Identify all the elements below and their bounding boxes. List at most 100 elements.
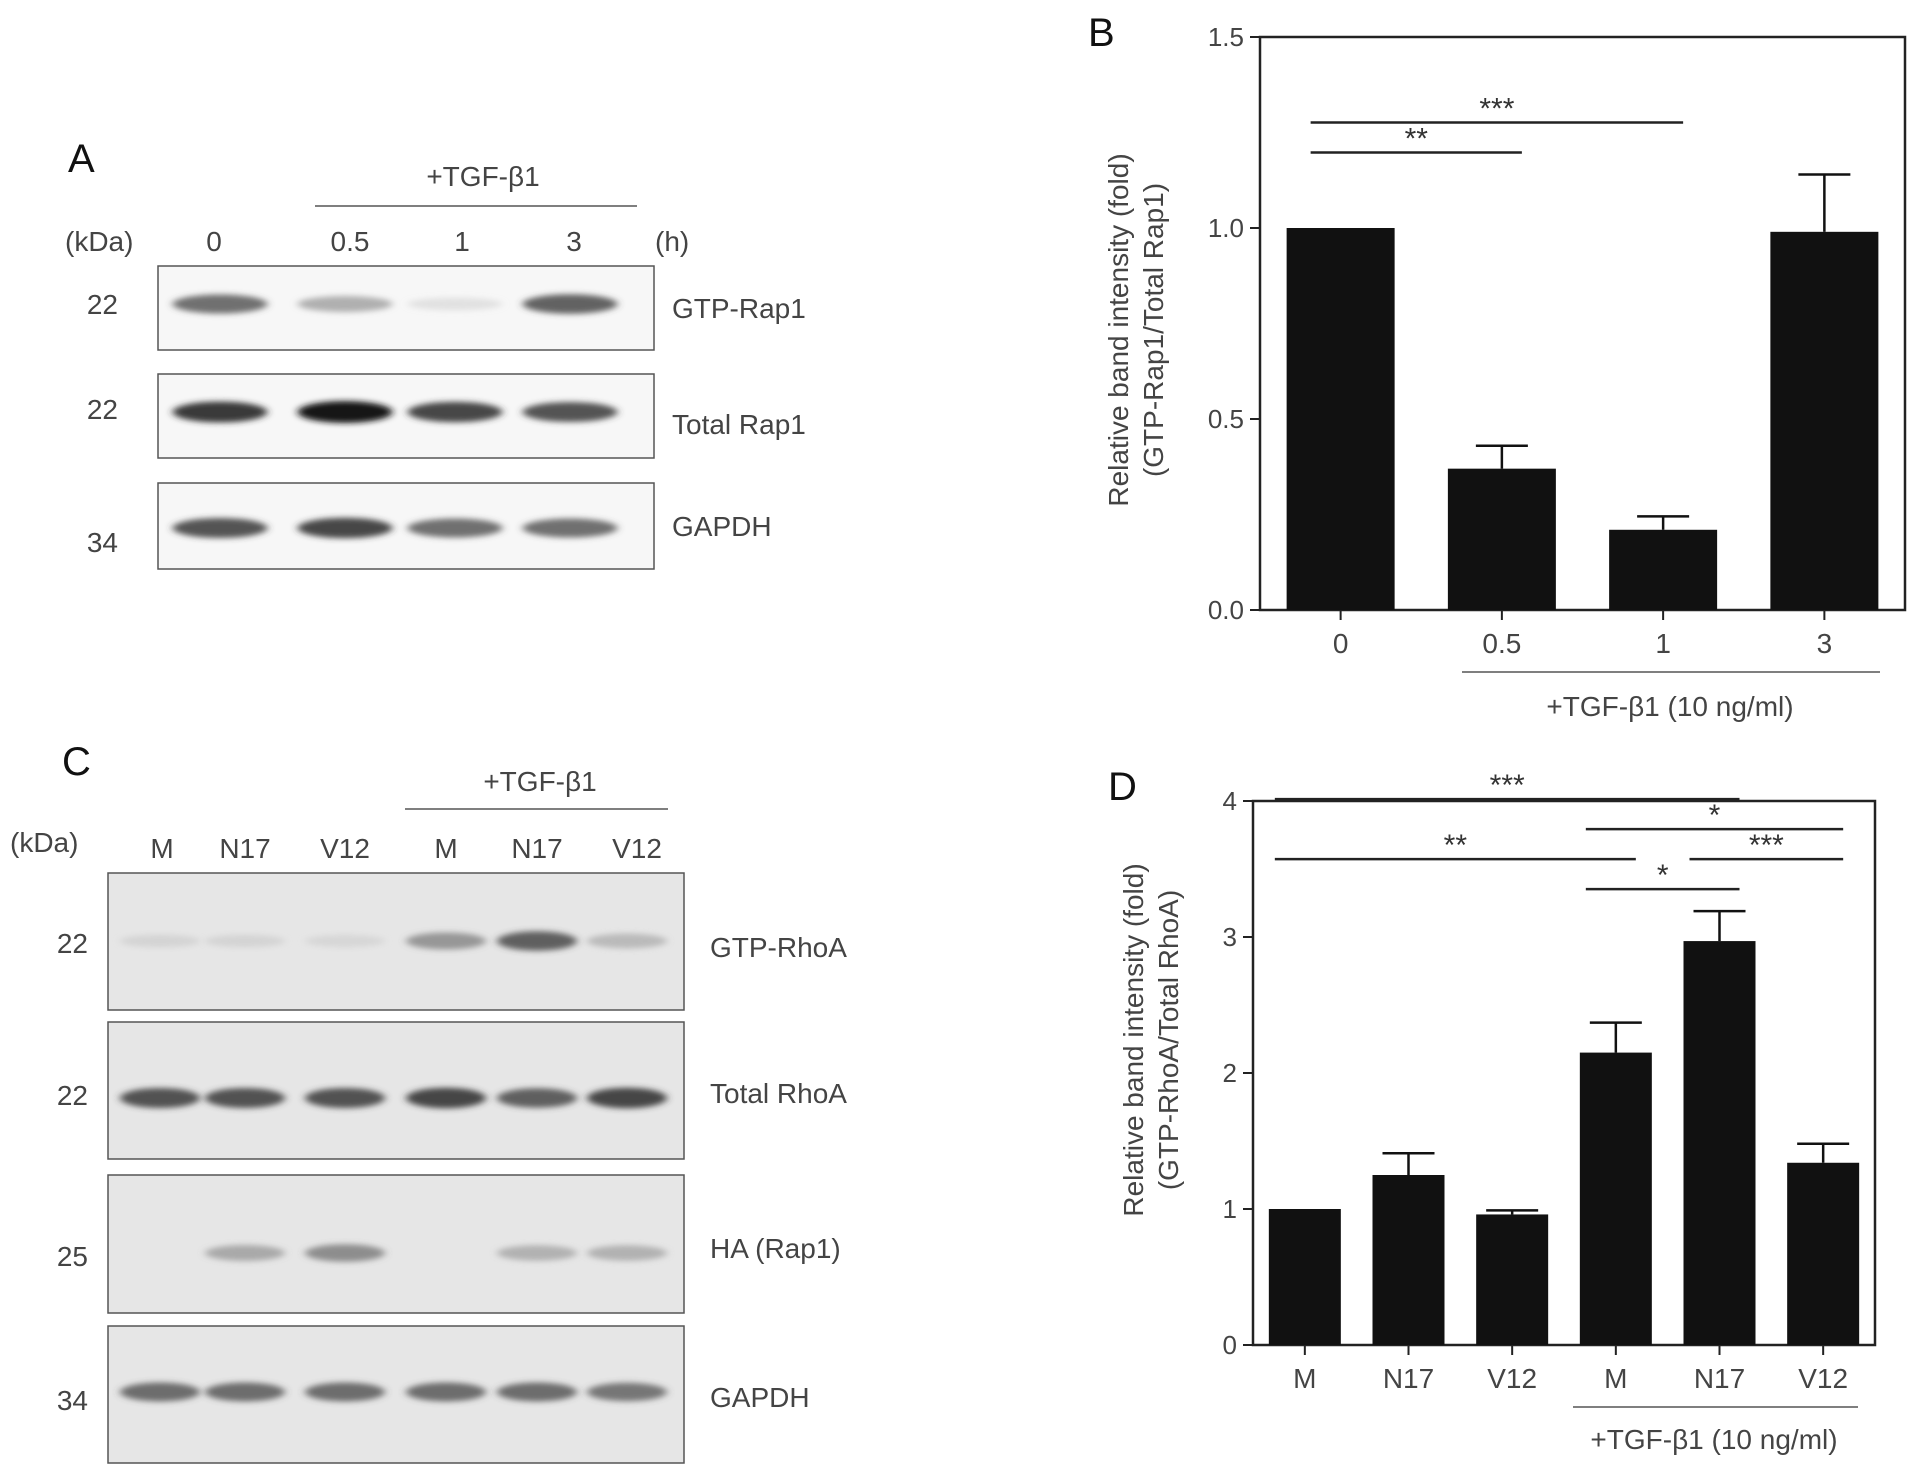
panel-b-bar-2: [1609, 529, 1718, 610]
panel-d-xtick-label-1: N17: [1383, 1363, 1434, 1394]
panel-a-band-1-3: [522, 402, 618, 422]
panel-d-ytick-label-2: 2: [1223, 1058, 1237, 1088]
panel-b-axes-frame: [1258, 35, 1907, 612]
panel-c-kda-1: 22: [57, 1080, 88, 1111]
panel-d-ytick-label-1: 1: [1223, 1194, 1237, 1224]
panel-a-blot-name-0: GTP-Rap1: [672, 293, 806, 324]
panel-a-band-0-3: [522, 294, 618, 314]
panel-d-bar-4: [1683, 941, 1756, 1345]
panel-a-unit-label: (h): [655, 226, 689, 257]
panel-d-bar-0: [1268, 1209, 1341, 1345]
panel-c-blot-name-0: GTP-RhoA: [710, 932, 847, 963]
panel-c-band-1-3: [406, 1087, 486, 1109]
panel-b-xtick-label-2: 1: [1655, 628, 1671, 659]
panel-b-group-label: +TGF-β1 (10 ng/ml): [1546, 691, 1793, 722]
panel-d-ytick-label-4: 4: [1223, 786, 1237, 816]
panel-c-band-1-1: [205, 1088, 285, 1108]
panel-c-band-1-0: [120, 1088, 200, 1108]
panel-a-band-0-0: [172, 294, 268, 314]
panel-a-lane-2: 1: [454, 226, 470, 257]
panel-d-ytick-label-3: 3: [1223, 922, 1237, 952]
panel-c-band-1-2: [305, 1088, 385, 1108]
panel-a-lane-1: 0.5: [331, 226, 370, 257]
panel-c-band-0-1: [205, 934, 285, 948]
panel-b-sig-label-1: ***: [1479, 93, 1514, 126]
panel-b-letter: B: [1088, 11, 1115, 55]
panel-c-band-3-1: [205, 1382, 285, 1402]
panel-b-bar-1: [1447, 468, 1556, 610]
panel-c-blot-1: [107, 1021, 685, 1160]
panel-a-band-2-2: [407, 518, 503, 538]
panel-d-ylabel-line2: (GTP-RhoA/Total RhoA): [1153, 890, 1184, 1190]
panel-c-lane-1: N17: [219, 833, 270, 864]
panel-a-kda-0: 22: [87, 289, 118, 320]
panel-a-band-0-1: [297, 296, 393, 312]
panel-c-band-0-0: [120, 934, 200, 948]
panel-a-treatment-label: +TGF-β1: [426, 161, 539, 192]
panel-a: A +TGF-β1 (kDa) (h) 0 0.5 1 3 22 22 34 G…: [65, 137, 806, 570]
panel-d-xtick-label-3: M: [1604, 1363, 1627, 1394]
panel-d-bar-2: [1476, 1214, 1549, 1345]
panel-a-lane-3: 3: [566, 226, 582, 257]
panel-d-ytick-label-0: 0: [1223, 1330, 1237, 1360]
panel-d-letter: D: [1108, 765, 1137, 809]
panel-c-blot-name-1: Total RhoA: [710, 1078, 847, 1109]
panel-d-xtick-label-4: N17: [1694, 1363, 1745, 1394]
panel-c-band-0-4: [497, 931, 577, 951]
panel-d-axes-frame: [1251, 799, 1877, 1347]
panel-c-band-2-2: [305, 1244, 385, 1262]
panel-b-bar-3: [1770, 231, 1879, 610]
panel-b-plot: 0.00.51.01.50 0.5 1 3*****: [1208, 22, 1907, 659]
panel-a-band-1-2: [407, 401, 503, 423]
panel-a-band-1-0: [172, 401, 268, 423]
panel-c-band-3-4: [497, 1382, 577, 1402]
panel-c-band-3-2: [305, 1382, 385, 1402]
panel-b-ylabel-line1: Relative band intensity (fold): [1103, 153, 1134, 506]
panel-b-ylabel-line2: (GTP-Rap1/Total Rap1): [1138, 183, 1169, 477]
panel-c-lane-0: M: [150, 833, 173, 864]
panel-c-band-0-5: [587, 933, 667, 949]
panel-c-band-3-3: [406, 1382, 486, 1402]
panel-c-blots: [107, 872, 685, 1464]
panel-c-blot-3: [107, 1325, 685, 1464]
panel-b-bar-0: [1286, 228, 1395, 610]
panel-d-bar-5: [1787, 1162, 1860, 1345]
panel-a-band-1-1: [297, 401, 393, 423]
panel-c-band-1-4: [497, 1088, 577, 1108]
panel-c-lane-4: N17: [511, 833, 562, 864]
panel-a-kda-2: 34: [87, 527, 118, 558]
panel-c-treatment-label: +TGF-β1: [483, 766, 596, 797]
panel-b-xtick-label-0: 0: [1333, 628, 1349, 659]
panel-c-band-2-4: [497, 1245, 577, 1261]
panel-c-band-1-5: [587, 1087, 667, 1109]
panel-a-letter: A: [68, 137, 95, 181]
panel-a-band-2-3: [522, 518, 618, 538]
panel-b-chart: B Relative band intensity (fold) (GTP-Ra…: [1088, 11, 1907, 722]
panel-c-band-0-2: [305, 934, 385, 948]
panel-b-xtick-label-1: 0.5: [1482, 628, 1521, 659]
panel-c-blot-name-2: HA (Rap1): [710, 1233, 841, 1264]
panel-d-sig-label-1: ***: [1490, 769, 1525, 802]
panel-b-ytick-label-1: 0.5: [1208, 404, 1244, 434]
panel-d-sig-label-3: ***: [1749, 829, 1784, 862]
panel-d-xtick-label-5: V12: [1798, 1363, 1848, 1394]
panel-c-band-0-3: [406, 932, 486, 950]
panel-c-band-3-0: [120, 1382, 200, 1402]
panel-a-blots: [157, 265, 655, 570]
panel-d-bar-1: [1372, 1175, 1445, 1345]
panel-c-kda-2: 25: [57, 1241, 88, 1272]
panel-c-blot-name-3: GAPDH: [710, 1382, 810, 1413]
panel-a-lane-0: 0: [206, 226, 222, 257]
panel-c-blot-2: [107, 1174, 685, 1314]
panel-c-lane-3: M: [434, 833, 457, 864]
panel-b-ytick-label-2: 1.0: [1208, 213, 1244, 243]
panel-a-band-2-1: [297, 517, 393, 539]
panel-c-lane-2: V12: [320, 833, 370, 864]
panel-c-kda-3: 34: [57, 1385, 88, 1416]
panel-d-xtick-label-0: M: [1293, 1363, 1316, 1394]
panel-b-xtick-label-3: 3: [1817, 628, 1833, 659]
panel-d-bar-3: [1579, 1052, 1652, 1345]
panel-b-sig-label-0: **: [1405, 123, 1429, 156]
